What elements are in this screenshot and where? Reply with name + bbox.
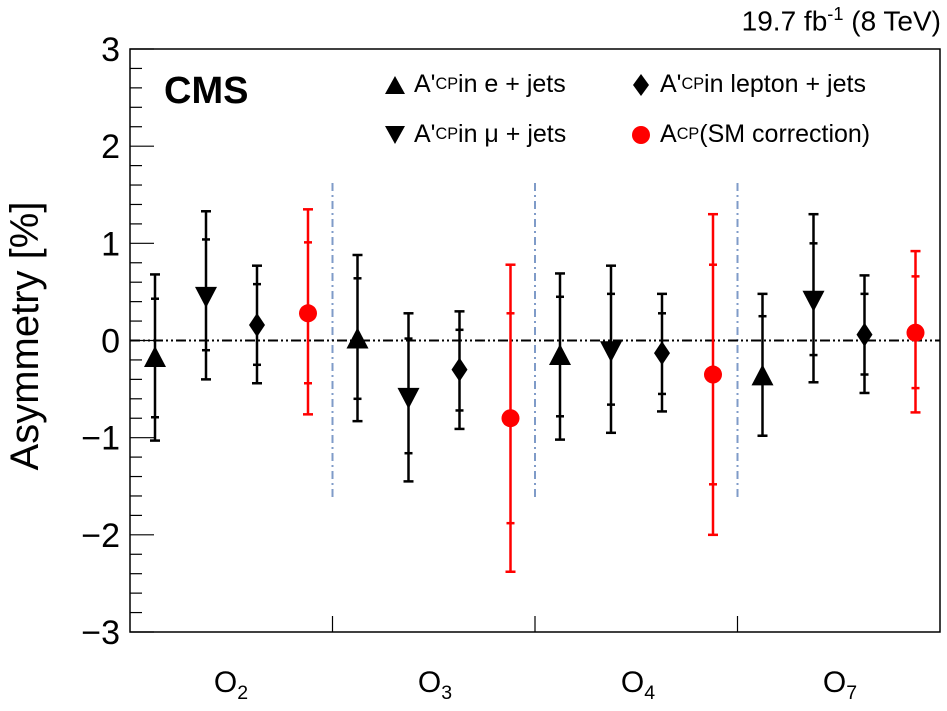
triangle-down-icon — [385, 125, 405, 144]
y-axis-label: Asymmetry [%] — [3, 201, 47, 471]
y-tick-label: 1 — [101, 225, 120, 263]
y-tick-label: −1 — [81, 420, 120, 458]
category-label-o3: O3 — [417, 666, 453, 704]
data-point-mu — [802, 290, 825, 312]
category-label-o7: O7 — [822, 666, 858, 704]
data-point-e — [751, 364, 774, 386]
data-point-lep — [654, 341, 670, 366]
legend-entry-mu-jets: A' CP in μ + jets — [384, 120, 566, 149]
experiment-label: CMS — [164, 70, 249, 112]
data-point-mu — [600, 341, 622, 363]
category-label-o2: O2 — [213, 666, 249, 704]
luminosity-label: 19.7 fb-1 (8 TeV) — [741, 4, 941, 37]
y-tick-label: 3 — [101, 31, 120, 69]
data-point-e — [144, 345, 166, 367]
data-point-e — [346, 327, 369, 349]
triangle-up-icon — [385, 75, 405, 94]
y-tick-label: 2 — [101, 128, 120, 166]
legend-entry-e-jets: A' CP in e + jets — [384, 70, 566, 99]
circle-icon — [632, 125, 650, 144]
y-tick-label: 0 — [101, 323, 120, 361]
legend-entry-lepton-jets: A' CP in lepton + jets — [630, 70, 866, 99]
category-label-o4: O4 — [620, 666, 656, 704]
data-point-sm — [906, 323, 925, 342]
data-point-e — [549, 344, 571, 366]
data-point-mu — [397, 387, 420, 409]
data-point-sm — [501, 409, 520, 428]
data-point-lep — [856, 322, 873, 347]
data-point-lep — [249, 312, 265, 337]
data-point-sm — [704, 365, 722, 384]
data-point-lep — [451, 357, 468, 382]
data-point-mu — [195, 286, 217, 308]
diamond-icon — [633, 73, 649, 96]
data-point-sm — [299, 304, 317, 323]
legend-entry-sm-correction: A CP (SM correction) — [630, 120, 870, 149]
y-tick-label: −3 — [81, 614, 120, 652]
y-tick-label: −2 — [81, 517, 120, 555]
